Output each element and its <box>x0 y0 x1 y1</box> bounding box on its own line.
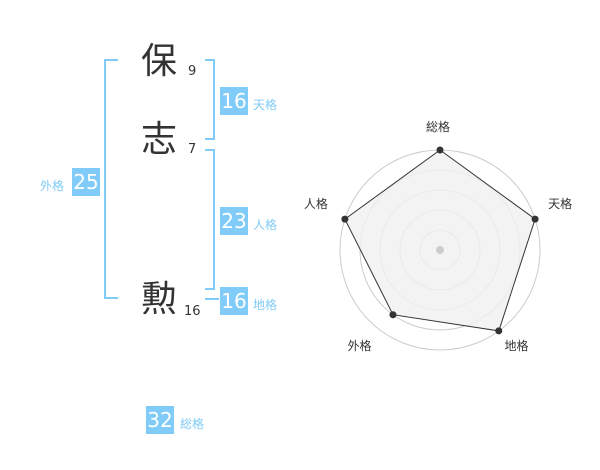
gaikaku-label: 外格 <box>40 179 65 193</box>
radar-axis-label: 総格 <box>426 120 451 134</box>
bracket-tick <box>205 138 215 140</box>
radar-axis-label: 人格 <box>303 196 328 211</box>
radar-point <box>495 327 503 335</box>
radar-axis-label: 外格 <box>347 339 372 354</box>
radar-axis-label: 地格 <box>504 339 529 354</box>
stroke-count-2: 7 <box>188 142 197 157</box>
tenkaku-value: 16 <box>220 87 248 115</box>
stroke-count-1: 9 <box>188 64 197 79</box>
radar-point <box>436 146 444 154</box>
gaikaku-bracket <box>104 59 106 299</box>
radar-point <box>531 215 539 223</box>
bracket-tick <box>104 297 118 299</box>
radar-center <box>436 246 444 254</box>
name-char-3: 勲 <box>141 279 178 320</box>
radar-point <box>389 311 397 319</box>
tenkaku-bracket <box>213 59 215 140</box>
jinkaku-label: 人格 <box>253 218 278 232</box>
bracket-tick <box>205 149 215 151</box>
tenkaku-label: 天格 <box>253 98 278 112</box>
name-char-1: 保 <box>141 41 178 82</box>
stroke-count-3: 16 <box>184 304 201 319</box>
chikaku-label: 地格 <box>253 298 278 312</box>
bracket-tick <box>205 288 215 290</box>
chikaku-line <box>205 298 219 300</box>
soukaku-value: 32 <box>146 406 174 434</box>
jinkaku-bracket <box>213 149 215 290</box>
radar-area <box>344 149 536 332</box>
jinkaku-value: 23 <box>220 207 248 235</box>
gaikaku-value: 25 <box>72 168 100 196</box>
soukaku-label: 総格 <box>180 417 205 431</box>
name-char-2: 志 <box>141 119 178 160</box>
radar-point <box>341 215 349 223</box>
chikaku-value: 16 <box>220 287 248 315</box>
bracket-tick <box>205 59 215 61</box>
bracket-tick <box>104 59 118 61</box>
radar-axis-label: 天格 <box>548 196 573 211</box>
